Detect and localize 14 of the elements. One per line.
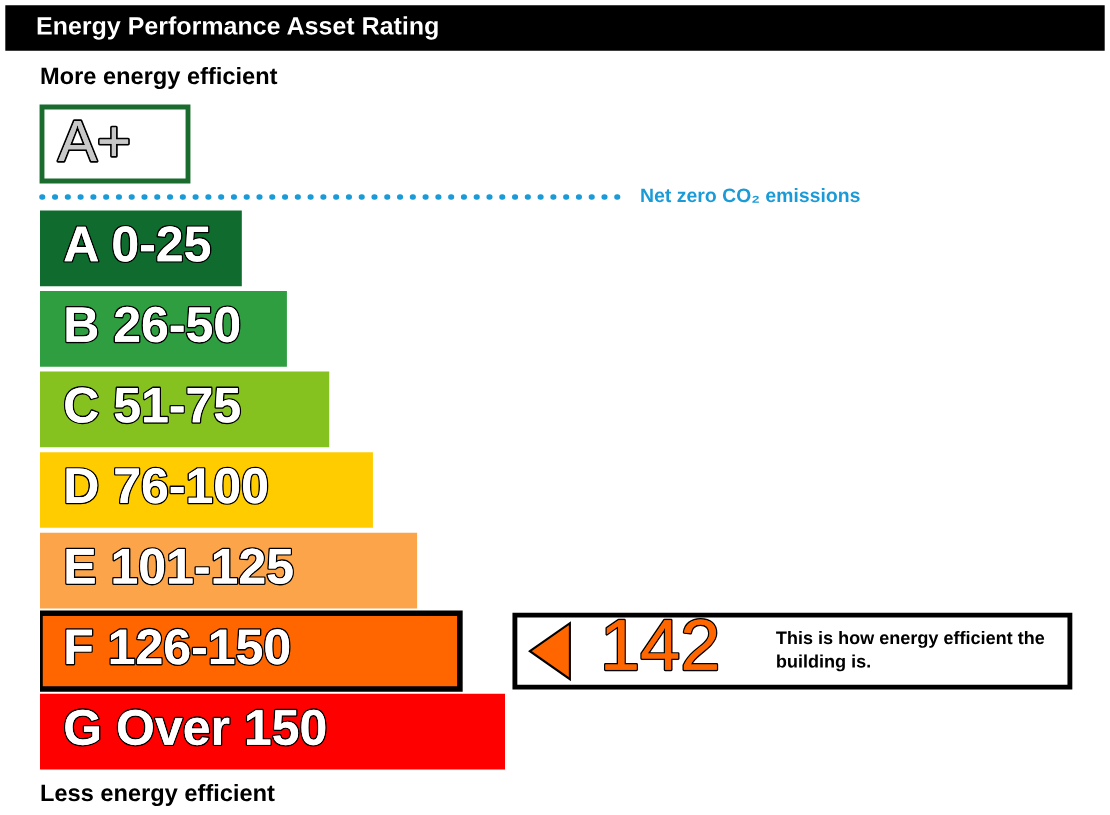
y-tick-label: G Over 150 <box>65 709 326 746</box>
text: A+ <box>58 120 129 162</box>
y-tick-label: D 76-100 <box>66 468 267 504</box>
text: More energy efficient <box>41 66 278 90</box>
chart-title: Energy Performance Asset Rating <box>37 16 438 40</box>
y-tick-label: F 126-150 <box>66 629 290 665</box>
y-tick-label: E 101-125 <box>66 548 293 584</box>
y-tick-label: C 51-75 <box>65 387 240 423</box>
text: Net zero CO₂ emissions <box>641 187 860 203</box>
y-tick-label: A 0-25 <box>64 226 211 262</box>
annotation: 142 <box>605 619 717 670</box>
y-tick-label: B 26-50 <box>66 306 240 343</box>
text: This is how energy efficient the building is. <box>776 630 1045 672</box>
text: Less energy efficient <box>41 783 275 807</box>
